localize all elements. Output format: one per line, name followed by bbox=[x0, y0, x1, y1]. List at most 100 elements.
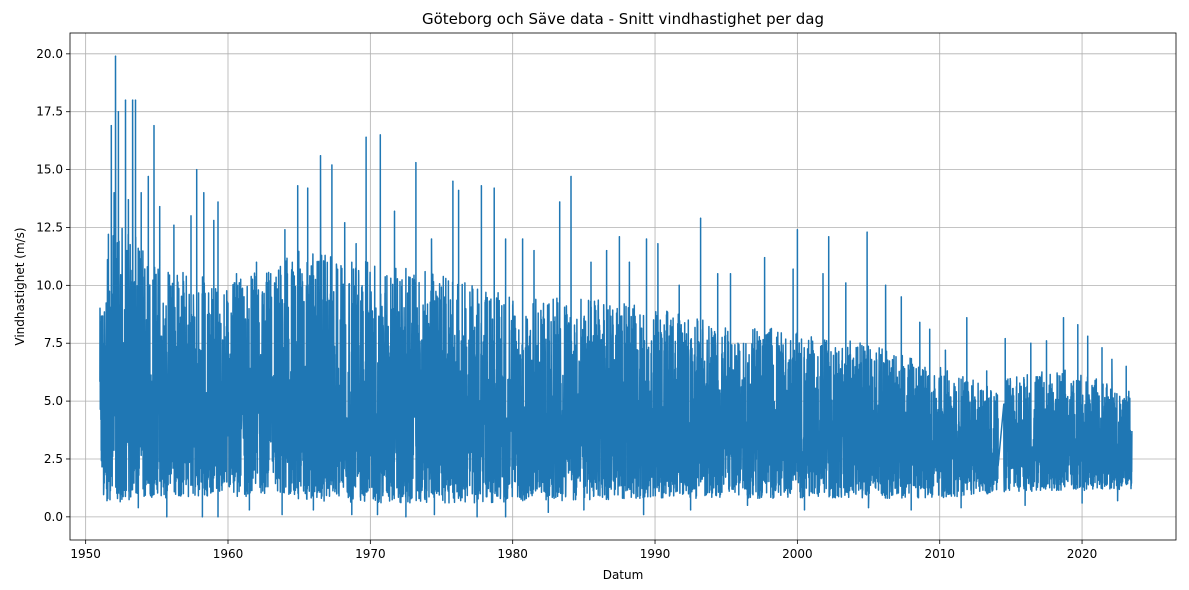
y-axis-ticks: 0.0 2.5 5.0 7.5 10.0 12.5 15.0 17.5 20.0 bbox=[36, 47, 70, 524]
peak-point bbox=[929, 328, 931, 330]
plot-frame bbox=[69, 32, 1177, 541]
y-tick-label: 7.5 bbox=[44, 336, 63, 350]
trough-point bbox=[910, 509, 912, 511]
peak-point bbox=[457, 189, 460, 192]
y-axis-label: Vindhastighet (m/s) bbox=[13, 227, 27, 345]
peak-point bbox=[319, 155, 322, 157]
peak-point bbox=[255, 261, 258, 263]
peak-point bbox=[430, 238, 433, 240]
peak-point bbox=[717, 273, 719, 275]
peak-point bbox=[618, 236, 621, 238]
trough-point bbox=[376, 513, 379, 516]
y-tick-label: 2.5 bbox=[44, 452, 63, 466]
peak-point bbox=[1004, 337, 1006, 340]
y-tick-label: 5.0 bbox=[44, 394, 63, 408]
peak-point bbox=[792, 268, 794, 270]
peak-point bbox=[1111, 358, 1113, 361]
peak-point bbox=[113, 192, 115, 194]
trough-point bbox=[547, 511, 549, 513]
x-tick-label: 1990 bbox=[640, 547, 671, 561]
trough-point bbox=[217, 516, 219, 518]
peak-point bbox=[132, 99, 134, 101]
peak-point bbox=[1087, 335, 1089, 337]
peak-point bbox=[900, 296, 902, 298]
x-tick-label: 1970 bbox=[355, 547, 386, 561]
peak-point bbox=[699, 217, 702, 219]
chart-title: Göteborg och Säve data - Snitt vindhasti… bbox=[422, 10, 824, 28]
trough-point bbox=[312, 509, 315, 511]
trough-point bbox=[106, 500, 108, 502]
x-tick-label: 1950 bbox=[70, 547, 101, 561]
y-tick-label: 10.0 bbox=[36, 278, 63, 292]
peak-point bbox=[657, 243, 659, 245]
peak-point bbox=[678, 284, 680, 286]
trough-point bbox=[960, 506, 962, 509]
trough-point bbox=[137, 506, 139, 509]
peak-point bbox=[153, 125, 155, 127]
series-line-wind-speed bbox=[99, 55, 1133, 518]
peak-point bbox=[393, 210, 396, 212]
trough-point bbox=[867, 506, 870, 509]
trough-point bbox=[248, 509, 250, 511]
y-tick-label: 15.0 bbox=[36, 163, 63, 177]
trough-point bbox=[166, 516, 168, 518]
peak-point bbox=[124, 99, 127, 101]
trough-point bbox=[433, 513, 435, 516]
peak-point bbox=[570, 175, 572, 178]
peak-point bbox=[1045, 340, 1048, 342]
trough-point bbox=[1117, 500, 1119, 502]
peak-point bbox=[127, 199, 129, 201]
peak-point bbox=[235, 273, 238, 275]
peak-point bbox=[606, 250, 608, 252]
y-tick-label: 20.0 bbox=[36, 47, 63, 61]
x-tick-label: 1980 bbox=[497, 547, 528, 561]
peak-point bbox=[533, 250, 535, 252]
peak-point bbox=[307, 187, 309, 189]
peak-point bbox=[822, 273, 824, 275]
x-axis-ticks: 1950 1960 1970 1980 1990 2000 2010 2020 bbox=[70, 540, 1097, 561]
y-tick-label: 17.5 bbox=[36, 105, 63, 119]
peak-point bbox=[1101, 347, 1103, 349]
trough-point bbox=[643, 513, 645, 516]
x-tick-label: 1960 bbox=[213, 547, 244, 561]
peak-point bbox=[919, 321, 921, 323]
peak-point bbox=[147, 175, 149, 178]
peak-point bbox=[452, 180, 454, 182]
peak-point bbox=[559, 201, 561, 203]
peak-point bbox=[217, 201, 219, 203]
peak-point bbox=[284, 229, 286, 231]
trough-point bbox=[281, 513, 283, 516]
peak-point bbox=[114, 55, 117, 57]
peak-point bbox=[103, 342, 105, 344]
peak-point bbox=[493, 187, 495, 189]
peak-point bbox=[190, 215, 192, 217]
peak-point bbox=[504, 238, 507, 240]
peak-point bbox=[522, 238, 524, 240]
peak-point bbox=[1062, 317, 1065, 319]
peak-point bbox=[331, 164, 333, 166]
peak-point bbox=[379, 134, 381, 136]
peak-point bbox=[885, 284, 887, 286]
peak-point bbox=[173, 224, 175, 226]
peak-point bbox=[1030, 342, 1032, 344]
peak-point bbox=[415, 162, 417, 164]
trough-point bbox=[1081, 502, 1083, 504]
series-wind-speed bbox=[99, 55, 1133, 518]
peak-point bbox=[966, 317, 968, 319]
peak-point bbox=[203, 192, 205, 194]
peak-point bbox=[196, 168, 198, 171]
x-tick-label: 2020 bbox=[1067, 547, 1098, 561]
trough-point bbox=[201, 516, 203, 518]
trough-point bbox=[405, 516, 407, 518]
x-tick-label: 2010 bbox=[924, 547, 955, 561]
peak-point bbox=[213, 219, 215, 222]
trough-point bbox=[351, 513, 353, 516]
peak-point bbox=[480, 185, 482, 187]
x-axis-label: Datum bbox=[603, 568, 644, 582]
peak-point bbox=[159, 206, 161, 208]
peak-point bbox=[590, 261, 592, 263]
peak-point bbox=[764, 256, 766, 259]
y-tick-label: 0.0 bbox=[44, 510, 63, 524]
peak-point bbox=[297, 185, 299, 187]
